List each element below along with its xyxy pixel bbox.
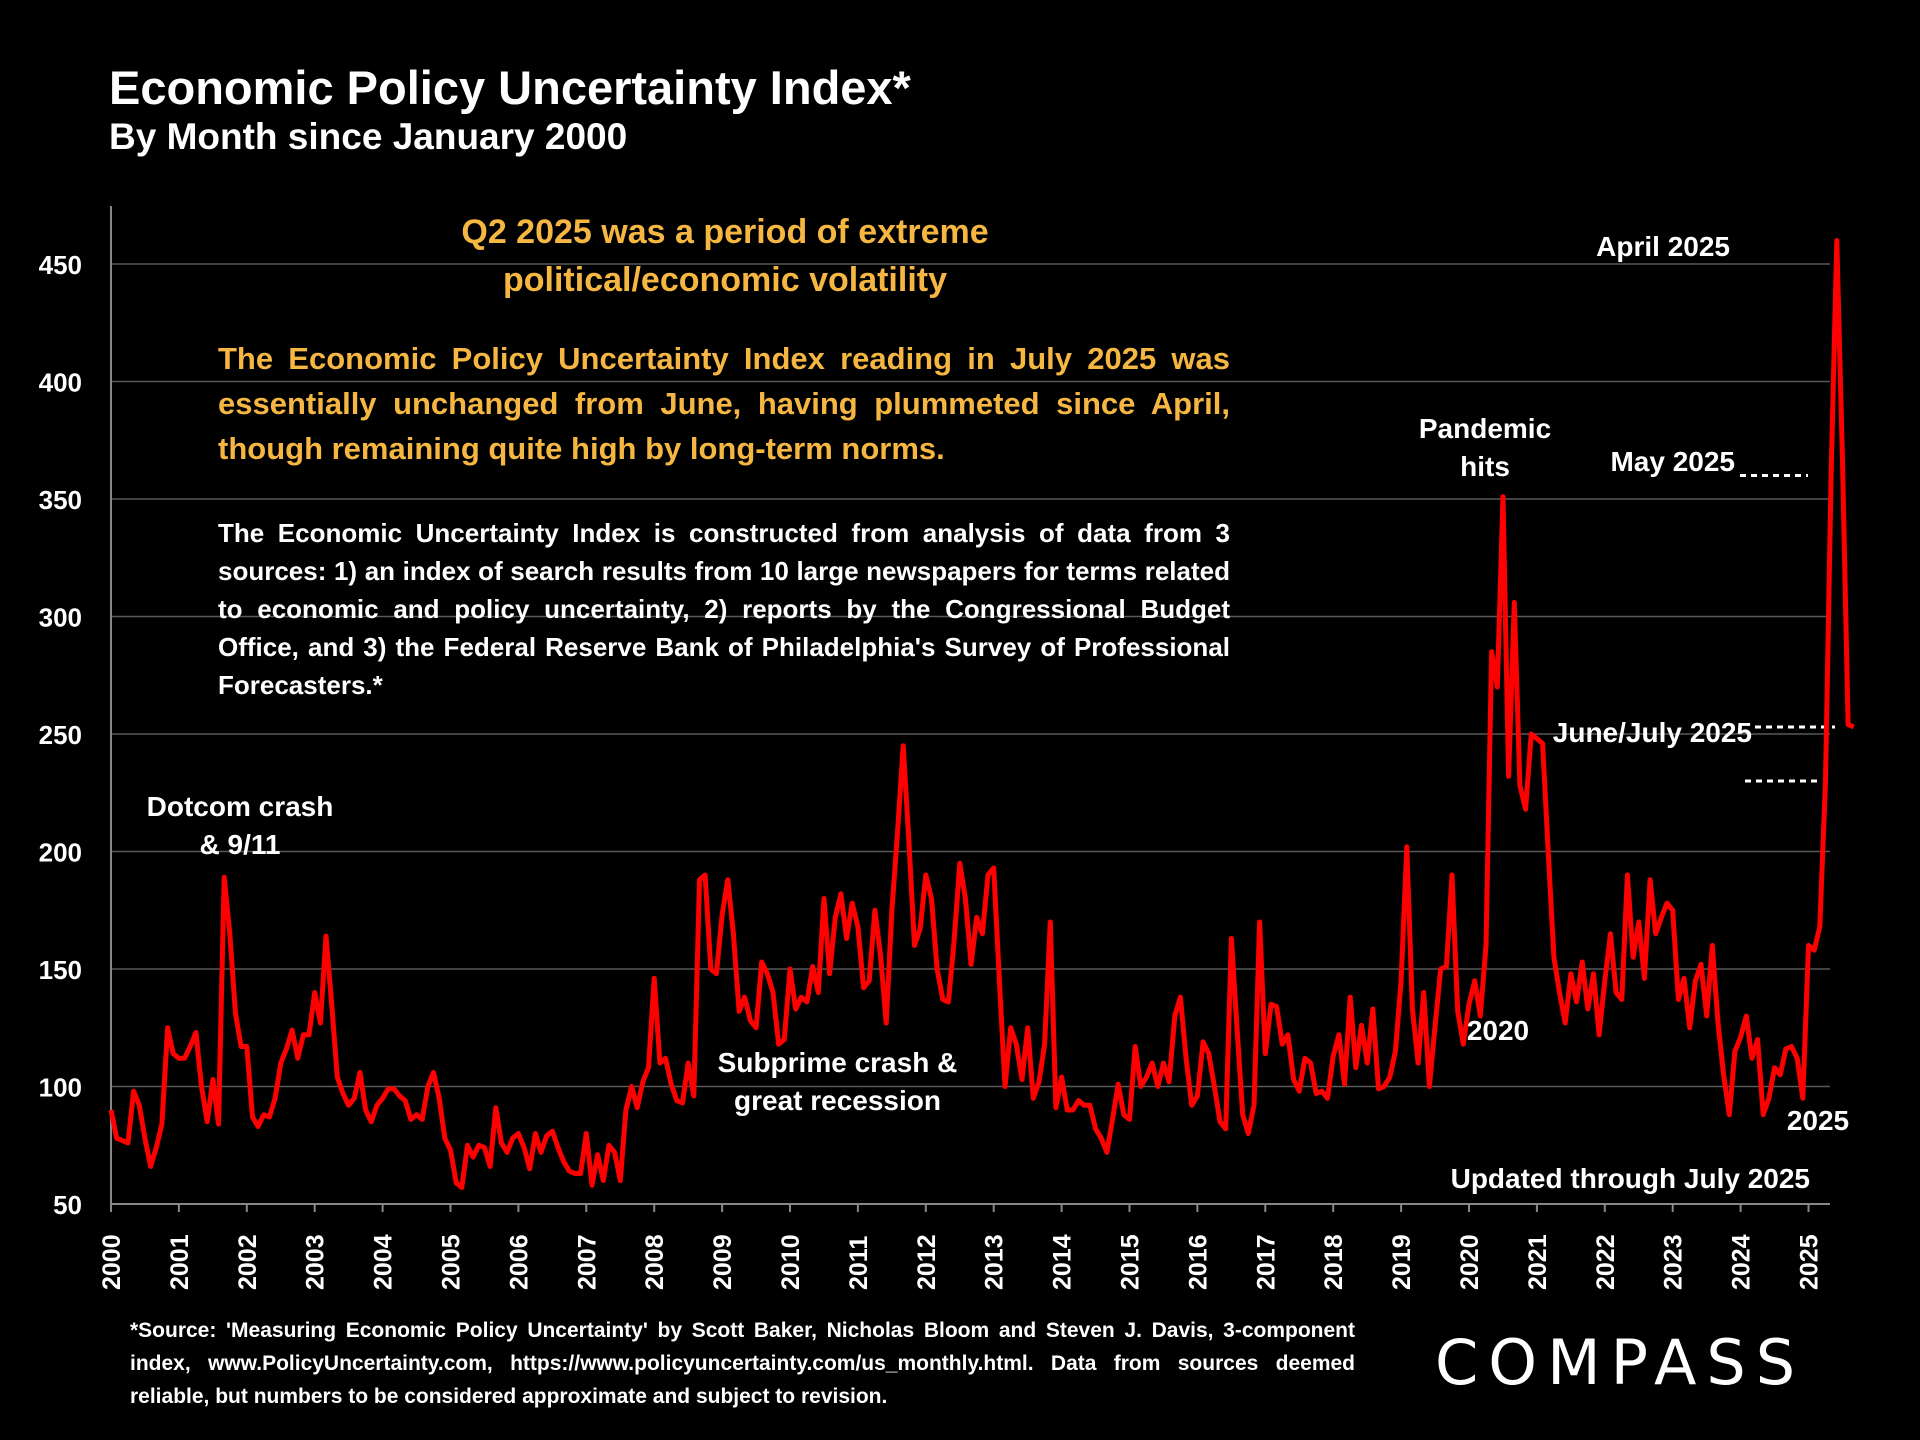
x-tick-label: 2022 — [1592, 1234, 1620, 1290]
headline-annotation: Q2 2025 was a period of extreme politica… — [461, 213, 989, 299]
y-tick-label: 100 — [39, 1073, 82, 1103]
label-2025: 2025 — [1786, 1105, 1850, 1136]
subprime-annotation: Subprime crash & great recession — [700, 1044, 975, 1120]
x-tick-label: 2007 — [573, 1234, 601, 1290]
y-tick-label: 50 — [53, 1190, 82, 1220]
junejuly-2025-label: June/July 2025 — [1552, 717, 1752, 748]
april-2025-label: April 2025 — [1596, 231, 1730, 262]
x-tick-label: 2018 — [1320, 1234, 1348, 1290]
dotcom-line1: Dotcom crash — [146, 791, 334, 822]
chart-subtitle: By Month since January 2000 — [109, 116, 628, 157]
x-tick-labels: 2000 2001 2002 2003 2004 2005 2006 2007 2008 2009… — [98, 1204, 1824, 1290]
y-tick-label: 250 — [39, 720, 82, 750]
x-tick-label: 2025 — [1796, 1234, 1824, 1290]
x-tick-label: 2009 — [709, 1234, 737, 1290]
x-tick-label: 2005 — [438, 1234, 466, 1290]
value-callout-lines — [1740, 474, 1835, 783]
x-tick-label: 2008 — [641, 1234, 669, 1290]
y-tick-label: 350 — [39, 485, 82, 515]
label-2020: 2020 — [1466, 1015, 1530, 1046]
may-2025-label: May 2025 — [1610, 446, 1735, 477]
x-tick-label: 2003 — [302, 1234, 330, 1290]
x-tick-label: 2023 — [1660, 1234, 1688, 1290]
x-tick-label: 2016 — [1184, 1234, 1212, 1290]
x-tick-label: 2015 — [1117, 1234, 1145, 1290]
pandemic-annotation: Pandemic hits — [1395, 410, 1575, 486]
y-tick-label: 450 — [39, 250, 82, 280]
series-line — [108, 238, 1855, 1190]
y-tick-labels: 50 100 150 200 250 300 350 400 450 — [39, 250, 82, 1220]
y-tick-label: 150 — [39, 955, 82, 985]
y-tick-label: 400 — [39, 368, 82, 398]
y-tick-label: 300 — [39, 603, 82, 633]
pandemic-line1: Pandemic — [1418, 413, 1552, 444]
x-tick-label: 2002 — [234, 1234, 262, 1290]
dotcom-line2: & 9/11 — [199, 829, 281, 860]
y-tick-label: 200 — [39, 838, 82, 868]
updated-through-label: Updated through July 2025 — [1450, 1163, 1810, 1194]
x-tick-label: 2024 — [1728, 1234, 1756, 1290]
gridlines — [111, 263, 1830, 1088]
chart-title: Economic Policy Uncertainty Index* — [109, 61, 911, 114]
x-tick-label: 2021 — [1524, 1234, 1552, 1290]
description-annotation: The Economic Uncertainty Index is constr… — [218, 518, 1230, 700]
x-tick-label: 2017 — [1252, 1234, 1280, 1290]
summary-annotation: The Economic Policy Uncertainty Index re… — [218, 341, 1230, 466]
x-tick-label: 2001 — [166, 1234, 194, 1290]
x-tick-label: 2000 — [98, 1234, 126, 1290]
x-tick-label: 2010 — [777, 1234, 805, 1290]
x-tick-label: 2014 — [1049, 1234, 1077, 1290]
x-tick-label: 2020 — [1456, 1234, 1484, 1290]
compass-logo: COMPASS — [1435, 1326, 1806, 1399]
subprime-line1: Subprime crash & — [717, 1047, 958, 1078]
x-tick-label: 2013 — [981, 1234, 1009, 1290]
dotcom-annotation: Dotcom crash & 9/11 — [130, 788, 350, 864]
source-footnote: *Source: 'Measuring Economic Policy Unce… — [130, 1319, 1355, 1408]
x-tick-label: 2019 — [1388, 1234, 1416, 1290]
x-tick-label: 2011 — [845, 1236, 873, 1290]
pandemic-line2: hits — [1460, 451, 1510, 482]
subprime-line2: great recession — [734, 1085, 941, 1116]
x-tick-label: 2004 — [370, 1234, 398, 1290]
x-tick-label: 2012 — [913, 1234, 941, 1290]
x-tick-label: 2006 — [505, 1234, 533, 1290]
